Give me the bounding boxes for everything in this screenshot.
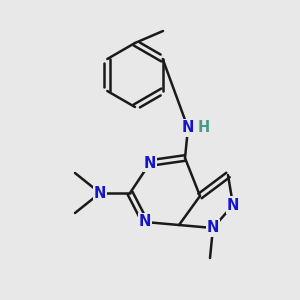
Text: N: N (139, 214, 151, 230)
Text: N: N (94, 185, 106, 200)
Text: N: N (182, 121, 194, 136)
Text: N: N (144, 155, 156, 170)
Text: N: N (227, 197, 239, 212)
Text: H: H (198, 121, 210, 136)
Text: N: N (207, 220, 219, 236)
